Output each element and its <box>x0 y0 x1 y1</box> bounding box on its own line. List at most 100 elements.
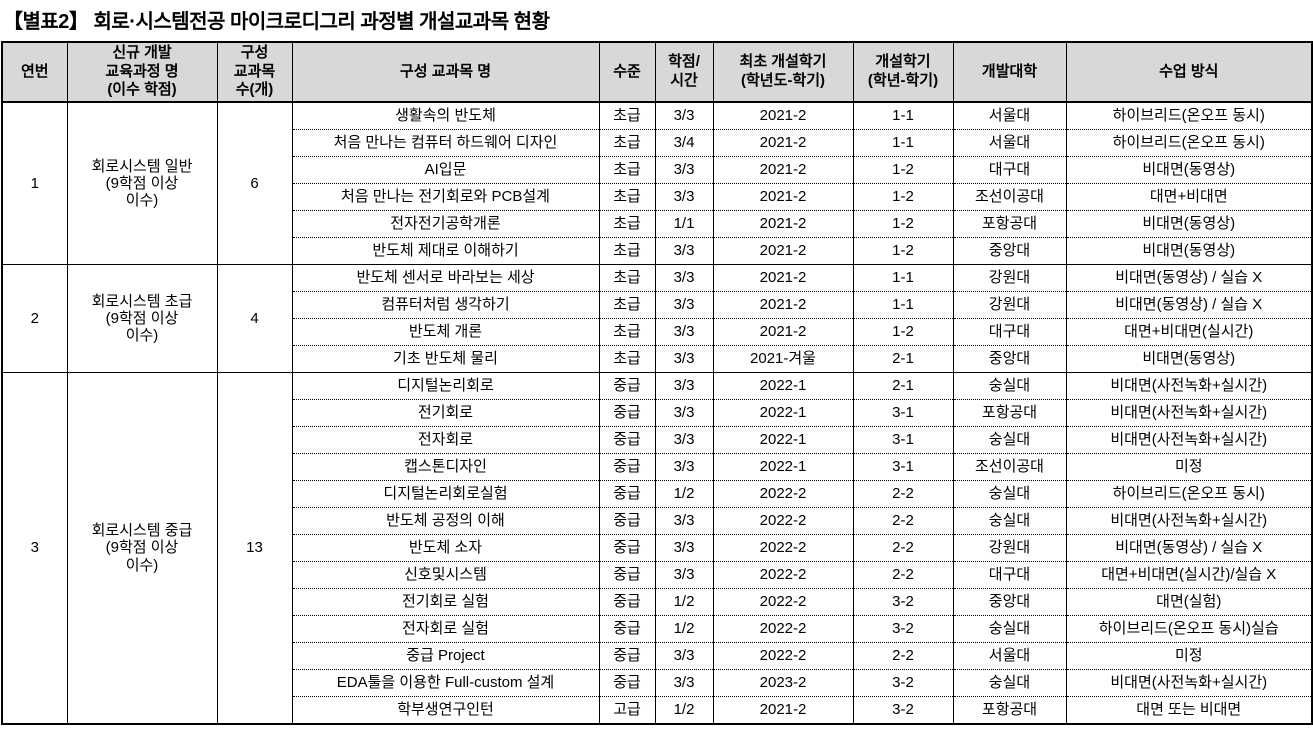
delivery-mode-cell: 미정 <box>1065 453 1313 481</box>
delivery-mode-cell: 대면+비대면(실시간) <box>1065 318 1313 346</box>
table-row: 컴퓨터처럼 생각하기 초급 3/3 2021-2 1-1 강원대 비대면(동영상) / 실습… <box>2 291 1313 319</box>
table-row: 1 회로시스템 일반 (9학점 이상 이수) 6 생활속의 반도체 초급 3/3 2021-… <box>1 102 1313 265</box>
first-semester-cell: 2022-2 <box>712 561 854 589</box>
first-semester-cell: 2022-1 <box>712 426 854 454</box>
level-cell: 중급 <box>598 615 656 643</box>
header-row: 연번 신규 개발 교육과정 명 (이수 학점) 구성 교과목 수(개) 구성 교… <box>1 41 1313 103</box>
delivery-mode-cell: 비대면(사전녹화+실시간) <box>1065 372 1313 400</box>
semester-cell: 3-2 <box>852 696 954 725</box>
first-semester-cell: 2021-2 <box>712 102 854 130</box>
level-cell: 초급 <box>598 129 656 157</box>
university-cell: 대구대 <box>952 318 1067 346</box>
first-semester-cell: 2022-2 <box>712 588 854 616</box>
delivery-mode-cell: 대면(실험) <box>1065 588 1313 616</box>
level-cell: 중급 <box>598 453 656 481</box>
header-course-count: 구성 교과목 수(개) <box>216 41 293 103</box>
first-semester-cell: 2021-2 <box>712 291 854 319</box>
level-cell: 중급 <box>598 372 656 400</box>
credit-hours-cell: 3/3 <box>654 426 714 454</box>
credit-hours-cell: 1/2 <box>654 480 714 508</box>
university-cell: 서울대 <box>952 102 1067 130</box>
delivery-mode-cell: 대면+비대면 <box>1065 183 1313 211</box>
semester-cell: 2-2 <box>852 507 954 535</box>
header-first-semester: 최초 개설학기 (학년도-학기) <box>712 41 854 103</box>
university-cell: 서울대 <box>952 642 1067 670</box>
level-cell: 초급 <box>598 237 656 265</box>
semester-cell: 2-1 <box>852 345 954 373</box>
table-row: 신호및시스템 중급 3/3 2022-2 2-2 대구대 대면+비대면(실시간)/실습 X <box>2 561 1313 589</box>
delivery-mode-cell: 미정 <box>1065 642 1313 670</box>
credit-hours-cell: 3/3 <box>654 102 714 130</box>
delivery-mode-cell: 비대면(동영상) <box>1065 237 1313 265</box>
level-cell: 중급 <box>598 507 656 535</box>
course-name-cell: 처음 만나는 컴퓨터 하드웨어 디자인 <box>291 129 600 157</box>
course-name-cell: 디지털논리회로실험 <box>291 480 600 508</box>
delivery-mode-cell: 비대면(사전녹화+실시간) <box>1065 669 1313 697</box>
university-cell: 강원대 <box>952 534 1067 562</box>
header-level: 수준 <box>598 41 656 103</box>
university-cell: 포항공대 <box>952 210 1067 238</box>
semester-cell: 1-2 <box>852 237 954 265</box>
university-cell: 숭실대 <box>952 669 1067 697</box>
credit-hours-cell: 3/3 <box>654 372 714 400</box>
delivery-mode-cell: 비대면(사전녹화+실시간) <box>1065 399 1313 427</box>
level-cell: 중급 <box>598 642 656 670</box>
university-cell: 중앙대 <box>952 237 1067 265</box>
first-semester-cell: 2022-1 <box>712 372 854 400</box>
credit-hours-cell: 3/3 <box>654 318 714 346</box>
first-semester-cell: 2022-2 <box>712 480 854 508</box>
delivery-mode-cell: 비대면(사전녹화+실시간) <box>1065 426 1313 454</box>
credit-hours-cell: 3/4 <box>654 129 714 157</box>
delivery-mode-cell: 비대면(사전녹화+실시간) <box>1065 507 1313 535</box>
first-semester-cell: 2021-2 <box>712 156 854 184</box>
course-name-cell: 전자회로 <box>291 426 600 454</box>
credit-hours-cell: 1/2 <box>654 696 714 725</box>
delivery-mode-cell: 하이브리드(온오프 동시) <box>1065 129 1313 157</box>
group-program-cell: 회로시스템 일반 (9학점 이상 이수) <box>66 102 218 265</box>
credit-hours-cell: 3/3 <box>654 534 714 562</box>
delivery-mode-cell: 비대면(동영상) <box>1065 210 1313 238</box>
first-semester-cell: 2022-2 <box>712 642 854 670</box>
table-row: 전자전기공학개론 초급 1/1 2021-2 1-2 포항공대 비대면(동영상) <box>2 210 1313 238</box>
table-row: 디지털논리회로실험 중급 1/2 2022-2 2-2 숭실대 하이브리드(온오프 동시) <box>2 480 1313 508</box>
first-semester-cell: 2021-2 <box>712 183 854 211</box>
course-name-cell: 중급 Project <box>291 642 600 670</box>
credit-hours-cell: 3/3 <box>654 507 714 535</box>
delivery-mode-cell: 대면 또는 비대면 <box>1065 696 1313 725</box>
level-cell: 초급 <box>598 264 656 292</box>
level-cell: 중급 <box>598 588 656 616</box>
first-semester-cell: 2022-2 <box>712 615 854 643</box>
course-name-cell: 생활속의 반도체 <box>291 102 600 130</box>
table-header: 연번 신규 개발 교육과정 명 (이수 학점) 구성 교과목 수(개) 구성 교… <box>1 41 1313 103</box>
first-semester-cell: 2021-겨울 <box>712 345 854 373</box>
university-cell: 대구대 <box>952 156 1067 184</box>
course-name-cell: 캡스톤디자인 <box>291 453 600 481</box>
university-cell: 조선이공대 <box>952 183 1067 211</box>
group-no-cell: 1 <box>1 102 68 265</box>
university-cell: 숭실대 <box>952 507 1067 535</box>
university-cell: 숭실대 <box>952 480 1067 508</box>
delivery-mode-cell: 대면+비대면(실시간)/실습 X <box>1065 561 1313 589</box>
credit-hours-cell: 3/3 <box>654 183 714 211</box>
semester-cell: 1-2 <box>852 156 954 184</box>
level-cell: 초급 <box>598 345 656 373</box>
course-name-cell: 전자전기공학개론 <box>291 210 600 238</box>
course-name-cell: 기초 반도체 물리 <box>291 345 600 373</box>
level-cell: 중급 <box>598 480 656 508</box>
level-cell: 초급 <box>598 318 656 346</box>
group-count-cell: 4 <box>216 264 293 373</box>
credit-hours-cell: 1/2 <box>654 588 714 616</box>
first-semester-cell: 2022-2 <box>712 534 854 562</box>
semester-cell: 3-1 <box>852 399 954 427</box>
header-semester: 개설학기 (학년-학기) <box>852 41 954 103</box>
credit-hours-cell: 3/3 <box>654 669 714 697</box>
course-name-cell: 신호및시스템 <box>291 561 600 589</box>
credit-hours-cell: 3/3 <box>654 156 714 184</box>
semester-cell: 1-1 <box>852 291 954 319</box>
group-count-cell: 6 <box>216 102 293 265</box>
table-row: 반도체 공정의 이해 중급 3/3 2022-2 2-2 숭실대 비대면(사전녹화+실시간) <box>2 507 1313 535</box>
table-row: 전기회로 중급 3/3 2022-1 3-1 포항공대 비대면(사전녹화+실시간) <box>2 399 1313 427</box>
header-delivery-mode: 수업 방식 <box>1065 41 1313 103</box>
semester-cell: 2-2 <box>852 480 954 508</box>
table-row: 기초 반도체 물리 초급 3/3 2021-겨울 2-1 중앙대 비대면(동영상) <box>2 345 1313 373</box>
